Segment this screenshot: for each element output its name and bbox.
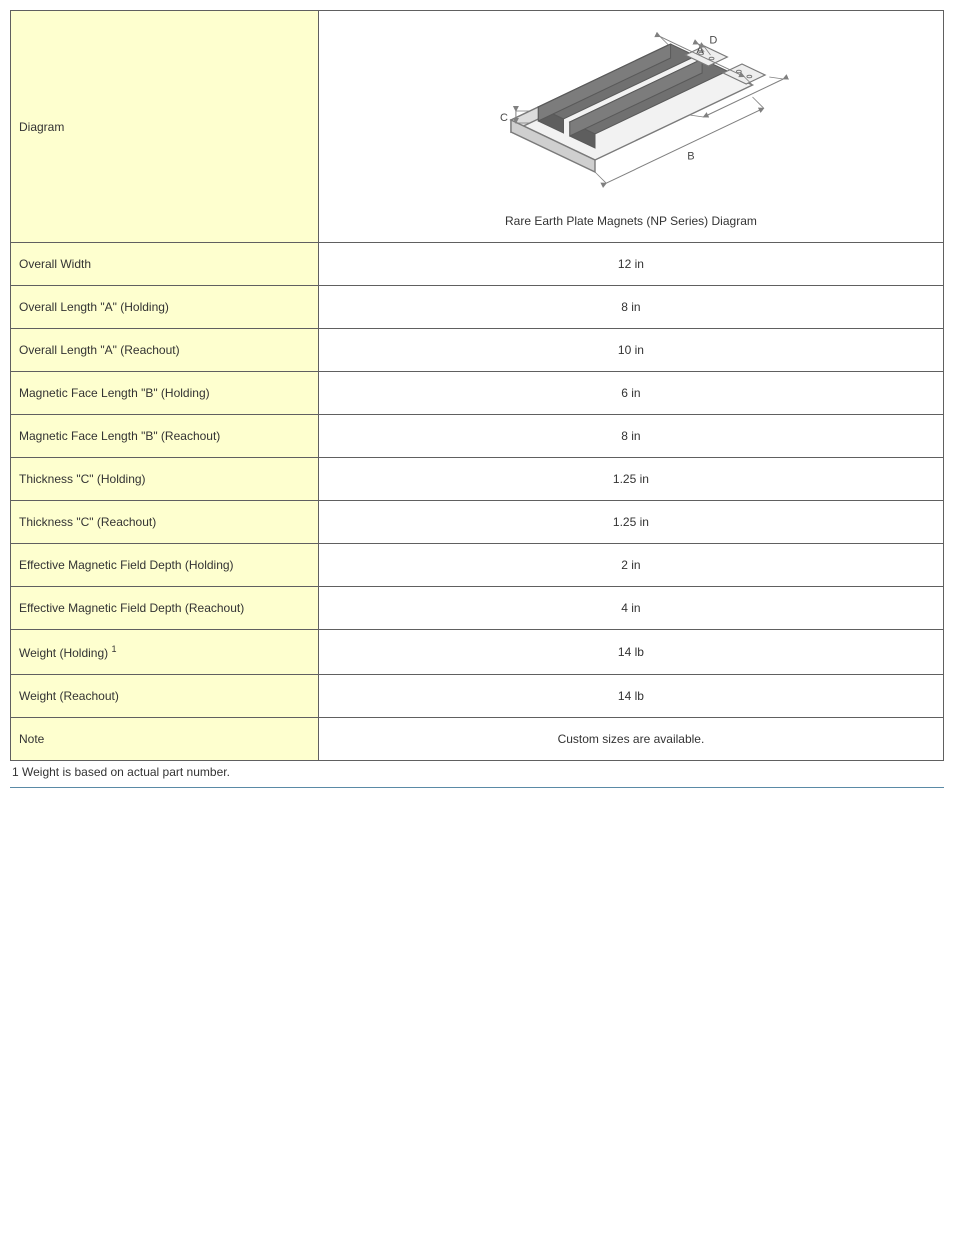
diagram-caption: Rare Earth Plate Magnets (NP Series) Dia… (505, 214, 757, 228)
table-row: Weight (Reachout)14 lb (11, 675, 944, 718)
row-label: Thickness "C" (Holding) (11, 458, 319, 501)
row-label: Overall Width (11, 243, 319, 286)
row-label: Weight (Reachout) (11, 675, 319, 718)
row-value: 1.25 in (318, 501, 943, 544)
row-value: 1.25 in (318, 458, 943, 501)
row-value: 8 in (318, 415, 943, 458)
table-row: Effective Magnetic Field Depth (Holding)… (11, 544, 944, 587)
row-label: Overall Length "A" (Holding) (11, 286, 319, 329)
spec-table: Diagram ADCHUTEWIDTHCB Rare Earth Plate … (10, 10, 944, 761)
table-row: Overall Width12 in (11, 243, 944, 286)
row-label: Note (11, 718, 319, 761)
row-diagram: Diagram ADCHUTEWIDTHCB Rare Earth Plate … (11, 11, 944, 243)
table-row: Overall Length "A" (Reachout)10 in (11, 329, 944, 372)
row-label: Effective Magnetic Field Depth (Holding) (11, 544, 319, 587)
svg-text:D: D (709, 35, 717, 47)
row-label: Weight (Holding) 1 (11, 630, 319, 675)
row-value: 8 in (318, 286, 943, 329)
row-value: 4 in (318, 587, 943, 630)
footnote-ref: 1 (111, 644, 116, 654)
row-label: Effective Magnetic Field Depth (Reachout… (11, 587, 319, 630)
row-value: 10 in (318, 329, 943, 372)
svg-text:C: C (500, 112, 508, 124)
table-row: Weight (Holding) 114 lb (11, 630, 944, 675)
row-value: 12 in (318, 243, 943, 286)
table-row: Magnetic Face Length "B" (Reachout)8 in (11, 415, 944, 458)
table-row: Effective Magnetic Field Depth (Reachout… (11, 587, 944, 630)
row-value: 14 lb (318, 630, 943, 675)
diagram-label: Diagram (11, 11, 319, 243)
row-value: Custom sizes are available. (318, 718, 943, 761)
footnote: 1 Weight is based on actual part number. (12, 765, 944, 779)
diagram-cell: ADCHUTEWIDTHCB Rare Earth Plate Magnets … (318, 11, 943, 243)
plate-magnet-diagram: ADCHUTEWIDTHCB (471, 25, 791, 200)
divider (10, 787, 944, 788)
table-row: NoteCustom sizes are available. (11, 718, 944, 761)
table-row: Thickness "C" (Holding)1.25 in (11, 458, 944, 501)
table-row: Overall Length "A" (Holding)8 in (11, 286, 944, 329)
row-value: 6 in (318, 372, 943, 415)
table-row: Magnetic Face Length "B" (Holding)6 in (11, 372, 944, 415)
row-label: Overall Length "A" (Reachout) (11, 329, 319, 372)
row-label: Magnetic Face Length "B" (Reachout) (11, 415, 319, 458)
row-label: Magnetic Face Length "B" (Holding) (11, 372, 319, 415)
row-label: Thickness "C" (Reachout) (11, 501, 319, 544)
row-value: 2 in (318, 544, 943, 587)
svg-text:B: B (687, 151, 694, 163)
row-value: 14 lb (318, 675, 943, 718)
table-row: Thickness "C" (Reachout)1.25 in (11, 501, 944, 544)
